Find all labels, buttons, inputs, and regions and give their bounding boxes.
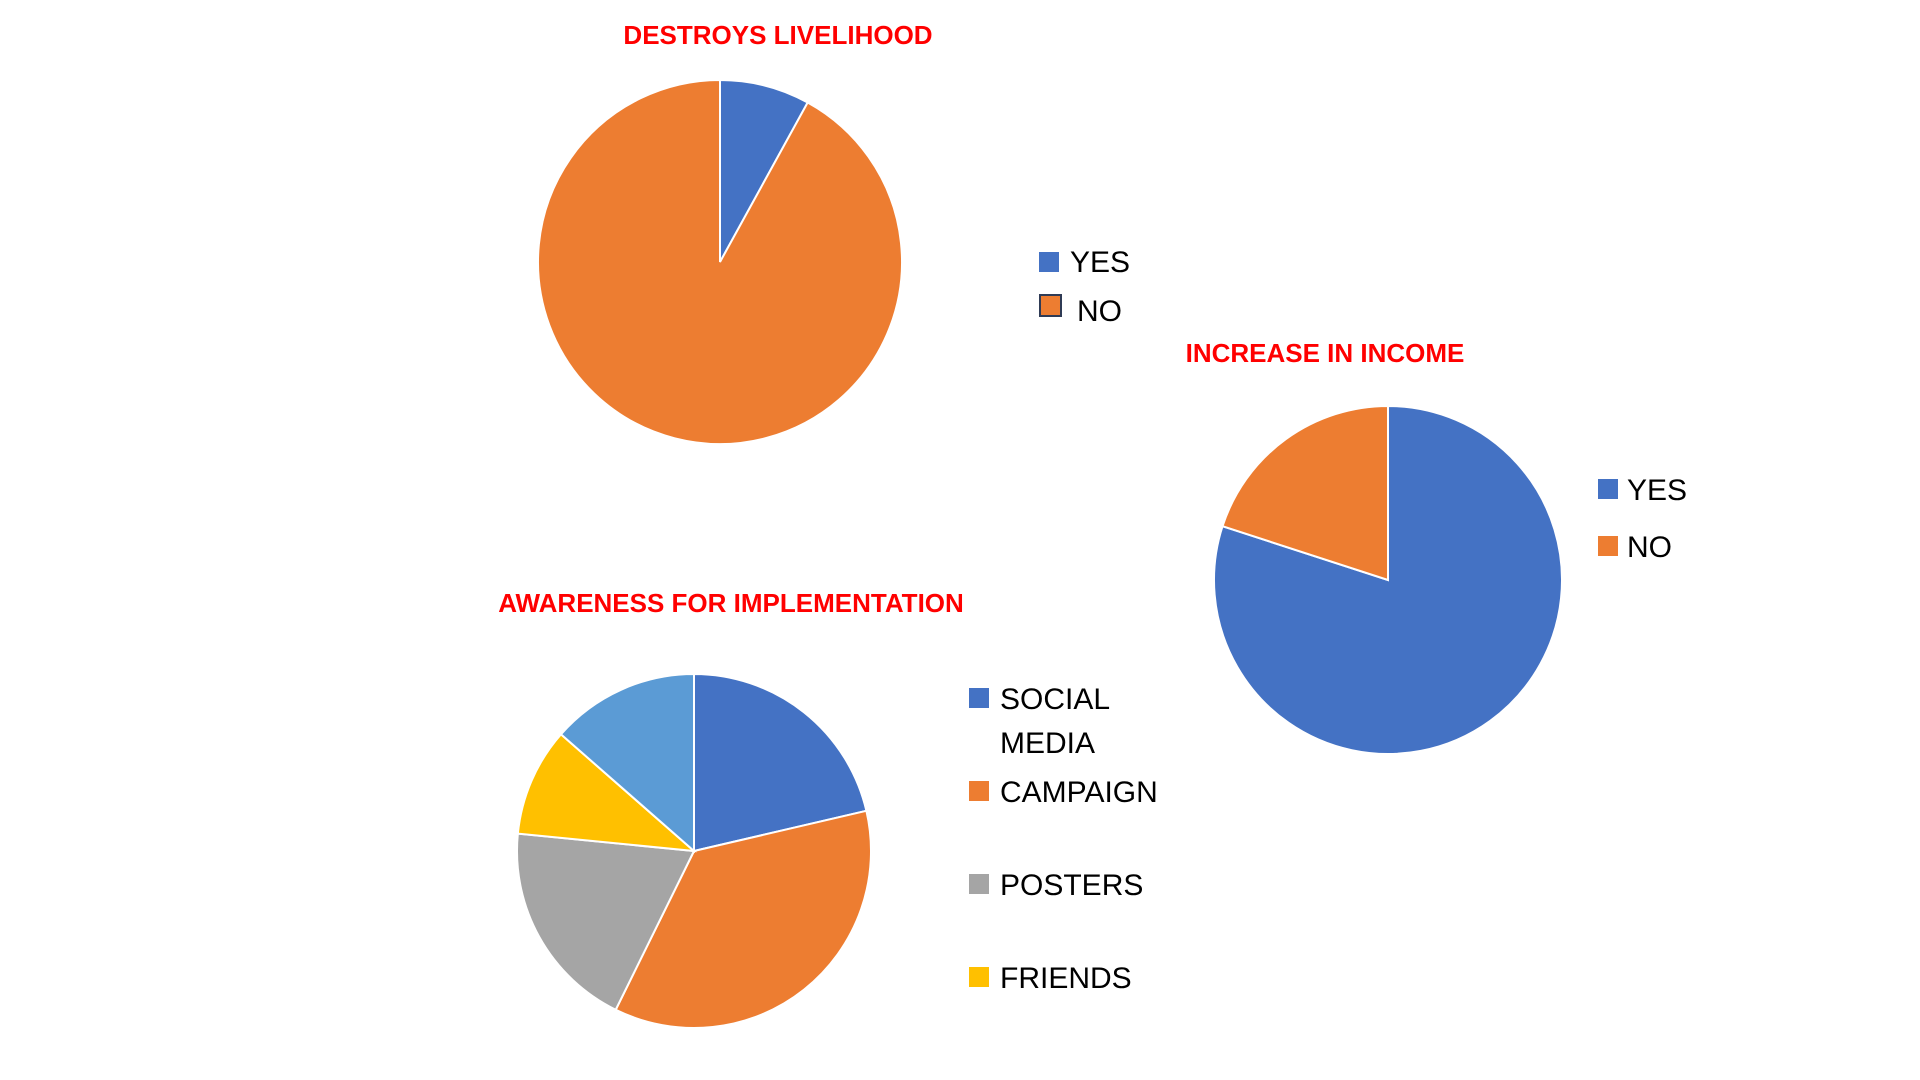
pie-slice	[693, 672, 868, 853]
chart-awareness-for-implementation: AWARENESS FOR IMPLEMENTATION SOCIAL MEDI…	[498, 588, 1158, 1029]
legend-label: CAMPAIGN	[1000, 776, 1158, 809]
pie-slice	[719, 78, 810, 263]
pie	[537, 78, 903, 445]
legend-entry: FRIENDS	[969, 962, 1132, 995]
legend-swatch	[1039, 294, 1062, 317]
legend-swatch	[969, 781, 989, 801]
pie-slice	[559, 672, 695, 854]
pie-slice	[516, 832, 696, 1012]
legend-label: FRIENDS	[1000, 962, 1132, 995]
legend-label: YES	[1070, 246, 1130, 279]
chart-title: DESTROYS LIVELIHOOD	[623, 20, 932, 50]
legend-entry: NO	[1598, 531, 1672, 564]
pie-slice	[614, 809, 872, 1029]
legend-entry: CAMPAIGN	[969, 776, 1158, 809]
legend-swatch	[1598, 479, 1618, 499]
chart-title: AWARENESS FOR IMPLEMENTATION	[498, 588, 964, 618]
legend-entry: YES	[1598, 474, 1687, 507]
legend: SOCIAL MEDIA CAMPAIGN POSTERS FRIENDS	[969, 683, 1158, 995]
legend-label: POSTERS	[1000, 869, 1143, 902]
pie-slice	[537, 78, 903, 445]
legend-swatch	[1039, 252, 1059, 272]
chart-increase-in-income: INCREASE IN INCOME YES NO	[1186, 338, 1687, 755]
legend-entry: YES	[1039, 246, 1130, 279]
pie	[1213, 404, 1564, 755]
pie-slice	[516, 732, 697, 853]
chart-title: INCREASE IN INCOME	[1186, 338, 1465, 368]
legend-label: YES	[1627, 474, 1687, 507]
legend-label: MEDIA	[1000, 727, 1095, 760]
legend-swatch	[1598, 536, 1618, 556]
legend-label: SOCIAL	[1000, 683, 1110, 716]
legend-swatch	[969, 874, 989, 894]
chart-destroys-livelihood: DESTROYS LIVELIHOOD YES NO	[537, 20, 1130, 445]
legend: YES NO	[1598, 474, 1687, 564]
pie	[516, 672, 872, 1029]
legend-entry: NO	[1039, 294, 1122, 328]
legend-swatch	[969, 967, 989, 987]
legend-label: NO	[1627, 531, 1672, 564]
legend: YES NO	[1039, 246, 1130, 328]
legend-label: NO	[1077, 295, 1122, 328]
legend-swatch	[969, 688, 989, 708]
legend-entry: SOCIAL MEDIA	[969, 683, 1110, 760]
legend-entry: POSTERS	[969, 869, 1143, 902]
pie-slice	[1221, 404, 1389, 582]
